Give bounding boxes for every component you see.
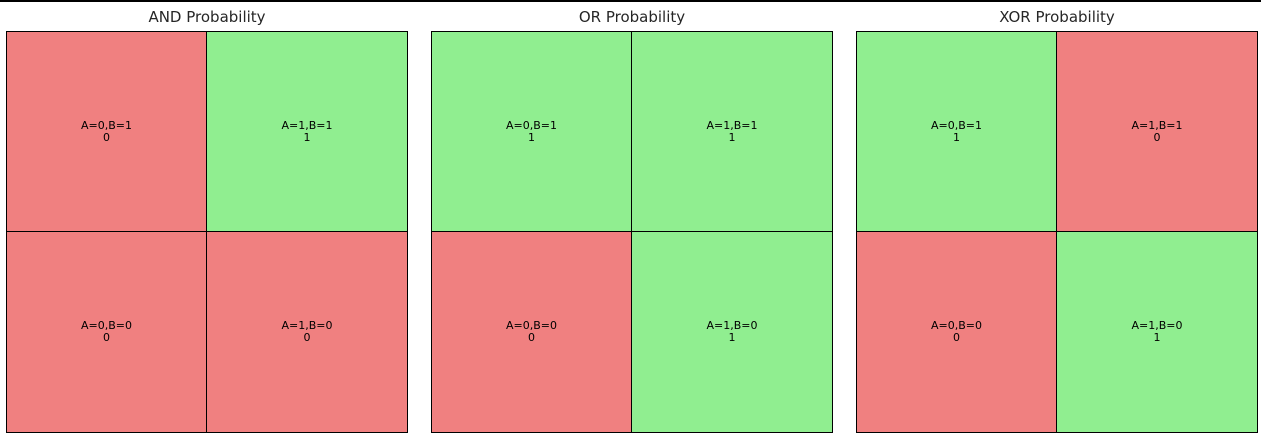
cell-label: A=1,B=1 xyxy=(281,118,333,132)
cell-value: 1 xyxy=(728,331,736,344)
cell-value: 0 xyxy=(953,331,960,344)
cell-label: A=0,B=0 xyxy=(81,319,132,332)
cell-a1-b1: A=1,B=1 1 xyxy=(632,32,832,232)
and-panel: AND Probability A=0,B=1 0 A=1,B=1 1 A=0,… xyxy=(6,0,408,434)
cell-value: 0 xyxy=(103,130,110,144)
panel-title: OR Probability xyxy=(578,8,686,26)
truth-table-grid: A=0,B=1 1 A=1,B=1 1 A=0,B=0 0 A=1,B=0 1 xyxy=(431,31,833,433)
cell-label: A=0,B=0 xyxy=(931,319,982,332)
cell-a1-b0: A=1,B=0 1 xyxy=(632,232,832,432)
cell-value: 0 xyxy=(103,331,110,344)
xor-panel: XOR Probability A=0,B=1 1 A=1,B=1 0 A=0,… xyxy=(856,0,1258,434)
cell-value: 1 xyxy=(1153,331,1161,344)
cell-a0-b0: A=0,B=0 0 xyxy=(432,232,632,432)
truth-table-grid: A=0,B=1 1 A=1,B=1 0 A=0,B=0 0 A=1,B=0 1 xyxy=(856,31,1258,433)
cell-a1-b0: A=1,B=0 1 xyxy=(1057,232,1257,432)
cell-a1-b1: A=1,B=1 1 xyxy=(207,32,407,232)
or-panel: OR Probability A=0,B=1 1 A=1,B=1 1 A=0,B… xyxy=(431,0,833,434)
cell-a0-b0: A=0,B=0 0 xyxy=(857,232,1057,432)
cell-value: 0 xyxy=(528,331,535,344)
panel-title: XOR Probability xyxy=(999,8,1115,26)
cell-value: 1 xyxy=(528,130,535,144)
cell-label: A=1,B=1 xyxy=(1131,118,1183,132)
cell-value: 0 xyxy=(303,331,311,344)
cell-label: A=0,B=1 xyxy=(81,118,132,132)
cell-label: A=1,B=1 xyxy=(706,118,758,132)
cell-label: A=0,B=1 xyxy=(931,118,982,132)
figure-top-border xyxy=(0,0,1261,2)
truth-table-grid: A=0,B=1 0 A=1,B=1 1 A=0,B=0 0 A=1,B=0 0 xyxy=(6,31,408,433)
cell-a1-b1: A=1,B=1 0 xyxy=(1057,32,1257,232)
cell-label: A=1,B=0 xyxy=(1131,319,1183,332)
cell-value: 0 xyxy=(1153,130,1161,144)
cell-label: A=1,B=0 xyxy=(281,319,333,332)
cell-a0-b1: A=0,B=1 1 xyxy=(857,32,1057,232)
cell-label: A=0,B=0 xyxy=(506,319,557,332)
cell-value: 1 xyxy=(953,130,960,144)
cell-value: 1 xyxy=(303,130,311,144)
cell-a1-b0: A=1,B=0 0 xyxy=(207,232,407,432)
cell-a0-b1: A=0,B=1 1 xyxy=(432,32,632,232)
cell-a0-b1: A=0,B=1 0 xyxy=(7,32,207,232)
panel-title: AND Probability xyxy=(148,8,266,26)
cell-label: A=1,B=0 xyxy=(706,319,758,332)
cell-a0-b0: A=0,B=0 0 xyxy=(7,232,207,432)
cell-value: 1 xyxy=(728,130,736,144)
cell-label: A=0,B=1 xyxy=(506,118,557,132)
